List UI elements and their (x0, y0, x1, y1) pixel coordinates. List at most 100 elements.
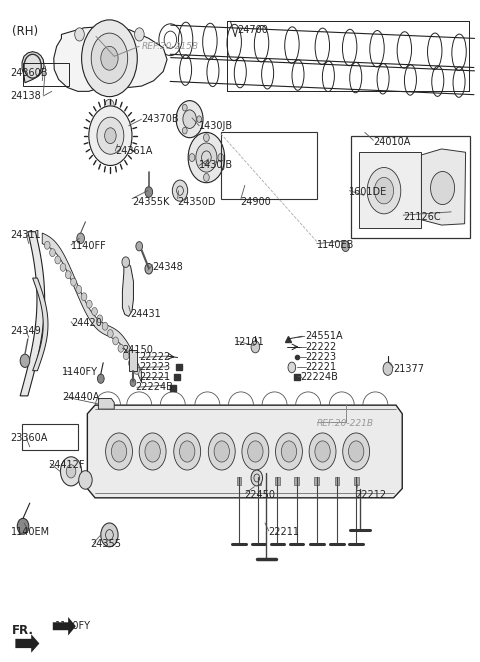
Circle shape (105, 99, 114, 113)
Circle shape (123, 352, 129, 359)
Polygon shape (87, 405, 402, 498)
Circle shape (174, 433, 201, 470)
Text: 22221: 22221 (305, 362, 336, 373)
Circle shape (102, 322, 108, 330)
Circle shape (71, 278, 76, 286)
Bar (221, 132, 317, 199)
Circle shape (97, 117, 124, 154)
Text: 24370B: 24370B (142, 114, 179, 124)
Circle shape (86, 300, 92, 308)
Circle shape (20, 354, 30, 367)
Circle shape (431, 171, 455, 205)
Circle shape (189, 154, 195, 162)
Circle shape (49, 249, 55, 257)
Text: 24420: 24420 (71, 318, 102, 328)
Circle shape (113, 337, 119, 345)
Text: 1140EM: 1140EM (11, 527, 50, 538)
Circle shape (66, 465, 76, 478)
Text: 24311: 24311 (11, 230, 41, 240)
Circle shape (44, 241, 50, 249)
Circle shape (182, 127, 187, 134)
Circle shape (106, 433, 132, 470)
Bar (359, 152, 421, 228)
Circle shape (342, 241, 349, 252)
Circle shape (182, 105, 187, 111)
Circle shape (130, 379, 136, 387)
Circle shape (118, 344, 124, 352)
Circle shape (383, 362, 393, 375)
Polygon shape (33, 278, 48, 371)
Circle shape (97, 315, 103, 323)
Text: 21377: 21377 (394, 363, 425, 374)
Circle shape (197, 116, 202, 122)
Circle shape (196, 143, 217, 172)
Bar (351, 136, 470, 238)
Text: 1140EB: 1140EB (317, 240, 354, 250)
Text: 24010A: 24010A (373, 137, 411, 148)
Circle shape (288, 362, 296, 373)
Circle shape (309, 433, 336, 470)
Text: 22224B: 22224B (135, 382, 173, 393)
Text: 24900: 24900 (240, 197, 271, 207)
Circle shape (60, 263, 66, 271)
Circle shape (97, 374, 104, 383)
Circle shape (17, 518, 29, 534)
Circle shape (204, 173, 209, 181)
Text: 22221: 22221 (139, 372, 170, 383)
Text: 24150: 24150 (122, 344, 153, 355)
Bar (23, 63, 69, 86)
Text: 24700: 24700 (238, 24, 268, 35)
Circle shape (139, 433, 166, 470)
Polygon shape (98, 399, 114, 409)
Polygon shape (20, 232, 45, 396)
Text: 21126C: 21126C (403, 212, 441, 222)
Bar (335, 477, 339, 485)
Circle shape (214, 441, 229, 462)
Text: 23360A: 23360A (11, 433, 48, 444)
Bar (275, 477, 280, 485)
Text: 24360B: 24360B (11, 68, 48, 78)
Circle shape (75, 28, 84, 41)
Polygon shape (42, 233, 142, 383)
Circle shape (82, 20, 137, 97)
Text: 24551A: 24551A (305, 331, 342, 342)
Circle shape (101, 523, 118, 547)
Circle shape (242, 433, 269, 470)
Circle shape (134, 367, 140, 375)
Circle shape (248, 441, 263, 462)
Circle shape (204, 134, 209, 142)
Circle shape (111, 441, 127, 462)
Bar (129, 350, 137, 371)
Text: FR.: FR. (12, 624, 34, 637)
Polygon shape (53, 617, 76, 636)
Circle shape (180, 441, 195, 462)
Text: 22211: 22211 (268, 527, 299, 538)
Bar (256, 477, 261, 485)
Circle shape (101, 46, 118, 70)
Circle shape (145, 263, 153, 274)
Text: 22212: 22212 (355, 490, 386, 500)
Circle shape (367, 167, 401, 214)
Circle shape (176, 101, 203, 138)
Circle shape (183, 110, 196, 128)
Polygon shape (22, 52, 44, 83)
Circle shape (172, 180, 188, 201)
Text: 24412F: 24412F (48, 459, 84, 470)
Text: 22223: 22223 (139, 362, 170, 373)
Text: 1430JB: 1430JB (199, 160, 233, 171)
Text: 24361A: 24361A (115, 146, 153, 156)
Text: 24349: 24349 (11, 326, 41, 336)
Circle shape (374, 177, 394, 204)
Text: REF.20-221B: REF.20-221B (317, 419, 374, 428)
Text: 22223: 22223 (305, 352, 336, 363)
Text: 22450: 22450 (244, 490, 275, 500)
Text: 1601DE: 1601DE (349, 187, 388, 197)
Circle shape (145, 441, 160, 462)
Polygon shape (15, 634, 39, 653)
Circle shape (315, 441, 330, 462)
Circle shape (60, 457, 82, 486)
Circle shape (76, 285, 82, 293)
Circle shape (129, 359, 134, 367)
Circle shape (136, 242, 143, 251)
Text: (RH): (RH) (12, 25, 38, 38)
